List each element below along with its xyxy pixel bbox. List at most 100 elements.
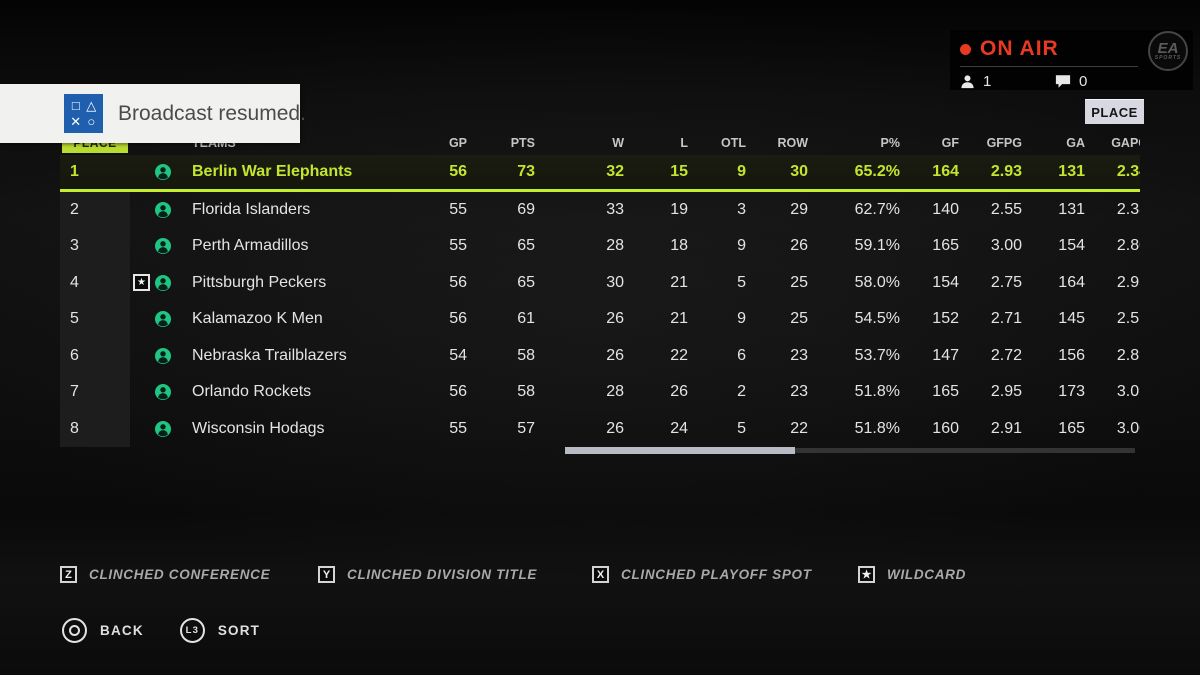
pct-value: 59.1% [854,237,900,255]
pts-value: 73 [517,162,535,180]
gfpg-value: 2.95 [990,383,1022,401]
w-value: 26 [606,419,624,437]
broadcast-notification: □ △ ✕ ○ Broadcast resumed. [0,84,306,143]
playstation-buttons-icon: □ △ ✕ ○ [64,94,103,133]
ga-value: 164 [1058,273,1085,291]
pts-value: 58 [517,383,535,401]
gfpg-value: 2.72 [990,346,1022,364]
table-row[interactable]: 4 ★ Pittsburgh Peckers 56 65 30 21 5 25 … [60,264,1140,301]
header-gf: GF [941,136,959,150]
gfpg-value: 2.71 [990,310,1022,328]
ga-value: 131 [1058,200,1085,218]
row-value: 23 [790,383,808,401]
gf-value: 164 [932,162,959,180]
pts-value: 65 [517,237,535,255]
w-value: 30 [606,273,624,291]
header-gfpg: GFPG [986,136,1022,150]
ga-value: 156 [1058,346,1085,364]
place-button[interactable]: PLACE [1085,99,1144,124]
header-pts: PTS [510,136,535,150]
team-name: Pittsburgh Peckers [192,273,327,291]
table-row[interactable]: 6 ★ Nebraska Trailblazers 54 58 26 22 6 … [60,337,1140,374]
wildcard-legend-icon: ★ [858,566,875,583]
table-row[interactable]: 2 ★ Florida Islanders 55 69 33 19 3 29 6… [60,191,1140,228]
gf-value: 152 [932,310,959,328]
w-value: 33 [606,200,624,218]
header-otl: OTL [721,136,746,150]
table-row[interactable]: 1 ★ Berlin War Elephants 56 73 32 15 9 3… [60,155,1140,192]
standings-rows: 1 ★ Berlin War Elephants 56 73 32 15 9 3… [60,155,1140,447]
place-cell: 3 [60,228,130,265]
team-name: Wisconsin Hodags [192,419,325,437]
team-name: Perth Armadillos [192,237,309,255]
l-value: 15 [670,162,688,180]
clinched-conference-icon: Z [60,566,77,583]
table-row[interactable]: 3 ★ Perth Armadillos 55 65 28 18 9 26 59… [60,228,1140,265]
w-value: 32 [606,162,624,180]
bottom-controls: BACK L3 SORT [62,618,260,643]
ga-value: 173 [1058,383,1085,401]
gp-value: 55 [449,200,467,218]
gapg-value: 3.09 [1116,383,1140,401]
w-value: 28 [606,237,624,255]
user-controlled-icon [155,347,171,364]
pct-value: 62.7% [854,200,900,218]
ga-value: 165 [1058,419,1085,437]
pct-value: 53.7% [854,346,900,364]
ga-value: 131 [1058,162,1085,180]
row-value: 30 [790,162,808,180]
gp-value: 55 [449,237,467,255]
ps-circle-icon [62,618,87,643]
notification-message: Broadcast resumed. [118,101,306,125]
row-value: 25 [790,273,808,291]
wildcard-icon: ★ [133,274,150,292]
header-ga: GA [1066,136,1085,150]
row-value: 26 [790,237,808,255]
header-l: L [680,136,688,150]
otl-value: 6 [737,346,746,364]
gapg-value: 2.38 [1116,200,1140,218]
place-cell: 5 [60,301,130,338]
header-w: W [612,136,624,150]
l-value: 19 [670,200,688,218]
row-value: 29 [790,200,808,218]
team-name: Berlin War Elephants [192,162,353,180]
l-value: 22 [670,346,688,364]
header-pct: P% [880,136,900,150]
gapg-value: 2.93 [1116,273,1140,291]
gf-value: 140 [932,200,959,218]
place-cell: 1 [70,162,79,180]
gapg-value: 3.00 [1116,419,1140,437]
team-name: Orlando Rockets [192,383,312,401]
otl-value: 5 [737,273,746,291]
pct-value: 54.5% [854,310,900,328]
gapg-value: 2.80 [1116,237,1140,255]
l-value: 18 [670,237,688,255]
pct-value: 51.8% [854,419,900,437]
gp-value: 56 [449,310,467,328]
pct-value: 65.2% [854,162,900,180]
gf-value: 154 [932,273,959,291]
gfpg-value: 3.00 [990,237,1022,255]
l-value: 26 [670,383,688,401]
gp-value: 56 [449,273,467,291]
back-button[interactable]: BACK [62,618,144,643]
otl-value: 5 [737,419,746,437]
pts-value: 58 [517,346,535,364]
gfpg-value: 2.91 [990,419,1022,437]
table-row[interactable]: 7 ★ Orlando Rockets 56 58 28 26 2 23 51.… [60,374,1140,411]
place-cell: 7 [60,374,130,411]
sort-button[interactable]: L3 SORT [179,618,260,643]
w-value: 26 [606,310,624,328]
clinched-division-label: CLINCHED DIVISION TITLE [347,567,538,582]
scrollbar-thumb[interactable] [565,447,795,454]
viewer-count: 1 [983,73,992,90]
pts-value: 69 [517,200,535,218]
table-row[interactable]: 8 ★ Wisconsin Hodags 55 57 26 24 5 22 51… [60,410,1140,447]
l-value: 24 [670,419,688,437]
place-cell: 4 [60,264,130,301]
l3-stick-icon: L3 [179,618,205,643]
table-row[interactable]: 5 ★ Kalamazoo K Men 56 61 26 21 9 25 54.… [60,301,1140,338]
user-controlled-icon [155,274,171,291]
on-air-divider [960,66,1138,67]
